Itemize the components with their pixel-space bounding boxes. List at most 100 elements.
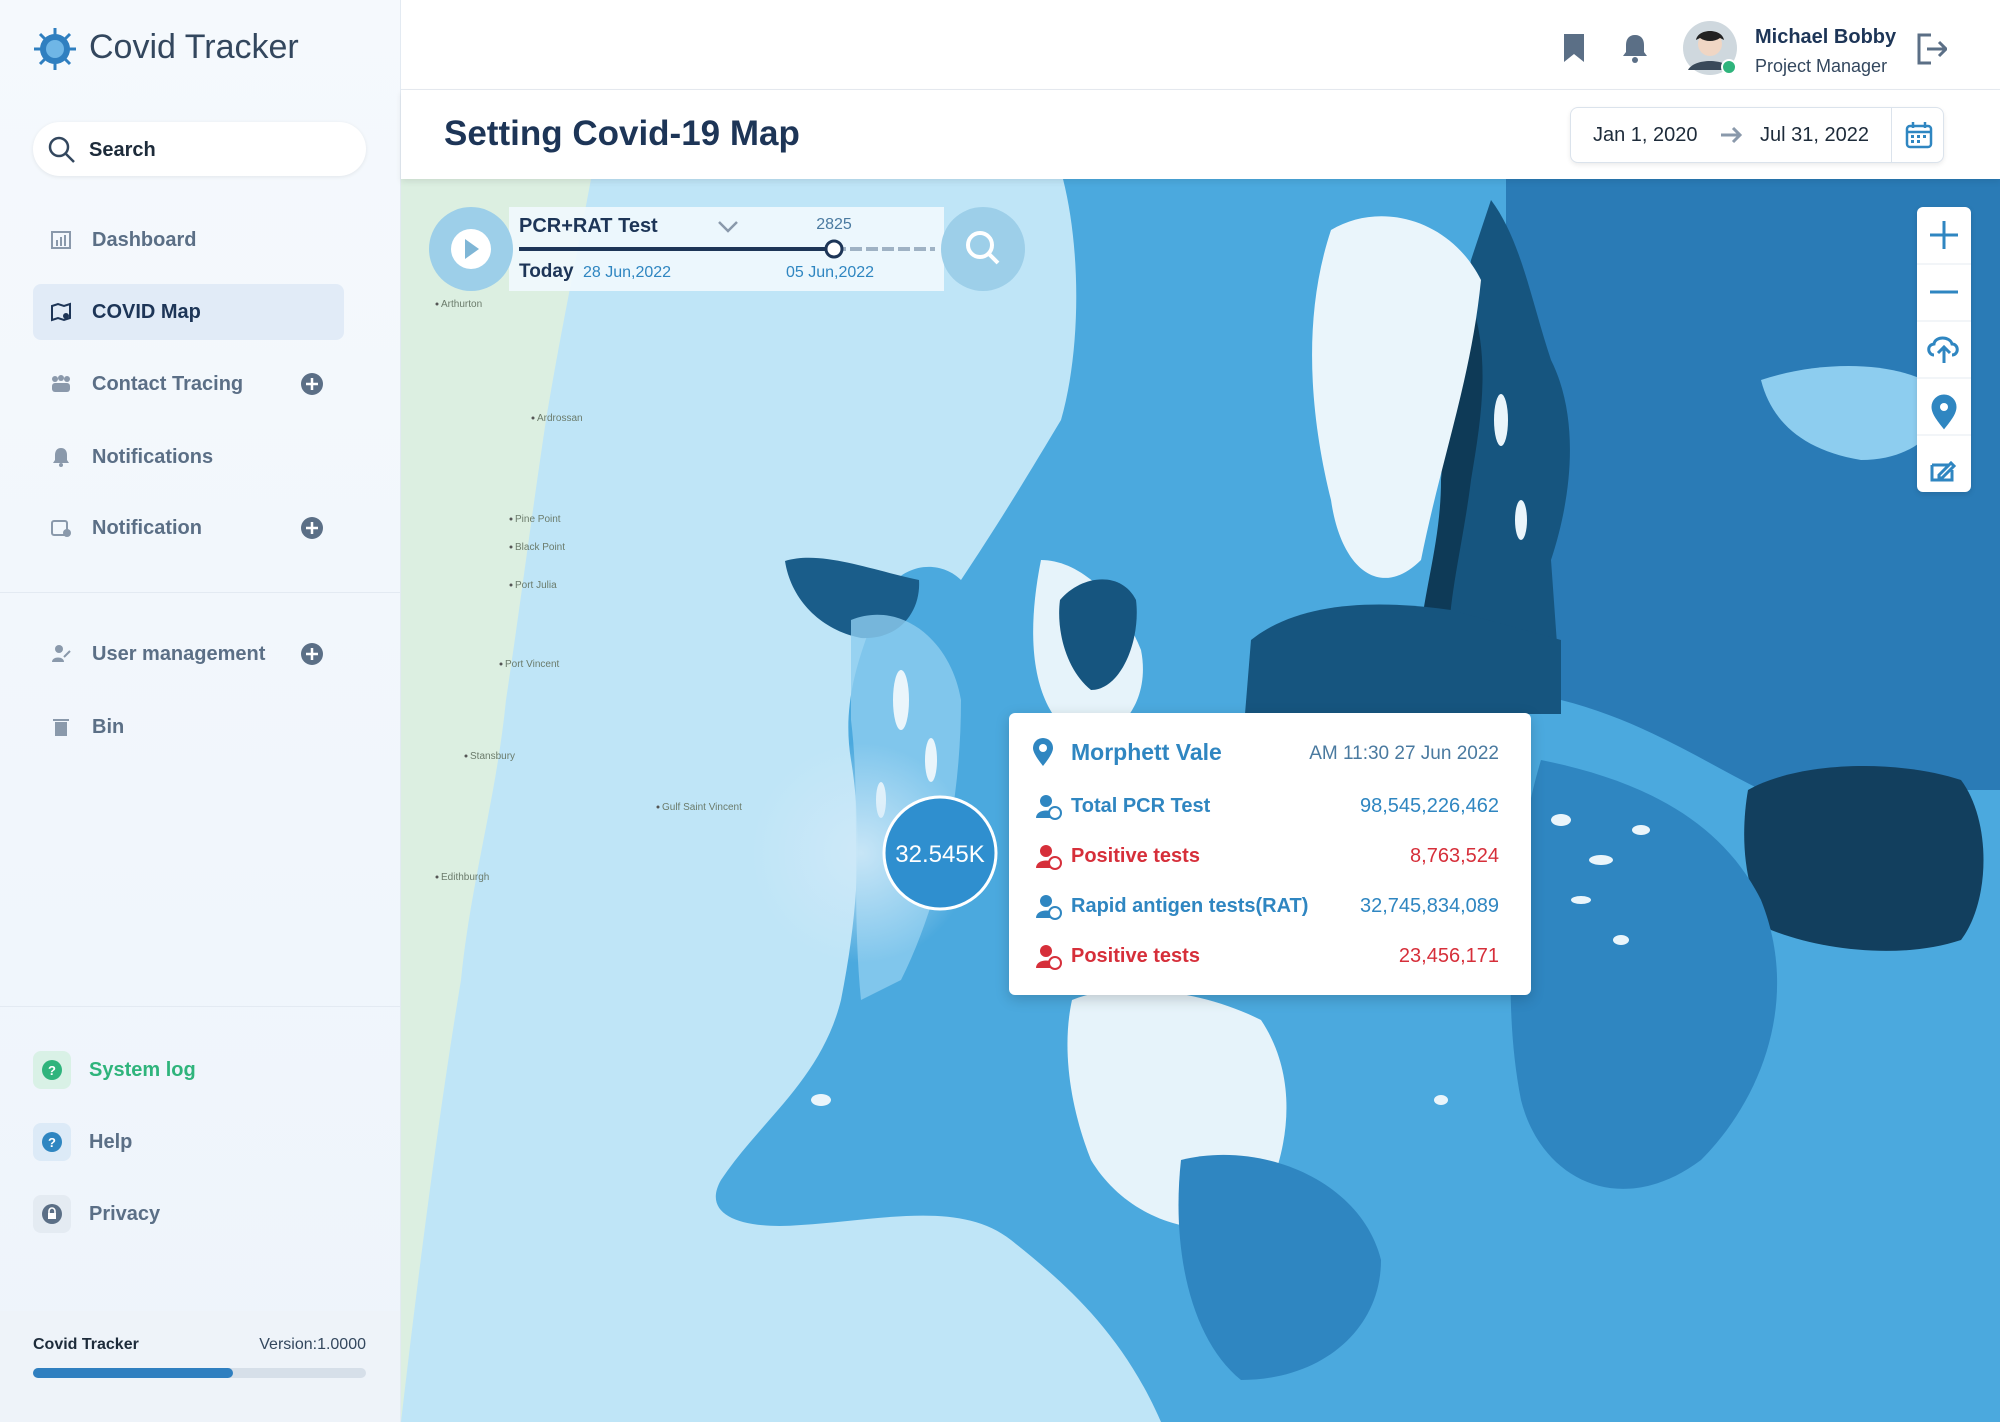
progress-track [33, 1368, 366, 1378]
sidebar-footer: Covid Tracker Version:1.0000 [0, 1311, 400, 1422]
nav-icon [53, 719, 69, 736]
nav-icon [53, 448, 69, 467]
support-label: Privacy [89, 1202, 161, 1225]
footer-version: Version:1.0000 [259, 1336, 366, 1353]
timeline-slider[interactable] [519, 239, 939, 259]
cluster-bubble[interactable] [882, 795, 998, 911]
nav-label: Bin [92, 715, 125, 738]
nav-label: Contact Tracing [92, 372, 244, 395]
row-value: 8,763,524 [1410, 845, 1499, 867]
current-date: 05 Jun,2022 [786, 264, 875, 281]
cluster-value: 32.545K [895, 841, 984, 868]
nav-item[interactable]: COVID Map [33, 284, 344, 340]
edit[interactable] [1930, 460, 1957, 482]
tooltip-time: AM 11:30 27 Jun 2022 [1309, 743, 1499, 764]
nav-item[interactable]: Notifications [33, 429, 344, 485]
nav-item[interactable]: Contact Tracing [33, 356, 344, 412]
region [1245, 604, 1561, 714]
calendar-button[interactable] [1891, 108, 1944, 162]
bookmark-icon[interactable] [1561, 32, 1587, 64]
row-icon [1035, 893, 1063, 926]
nav-item[interactable]: Dashboard [33, 212, 344, 268]
place-pin [1033, 738, 1053, 766]
upload[interactable] [1927, 336, 1959, 363]
place-label: Pine Point [515, 514, 561, 525]
add-button[interactable] [300, 372, 324, 396]
pin[interactable] [1931, 394, 1957, 430]
bubble-halo [751, 743, 971, 963]
map-controls [1917, 207, 1971, 492]
place-label: Edithburgh [441, 872, 489, 883]
title-bar: Setting Covid-19 Map Jan 1, 2020 Jul 31,… [401, 90, 2000, 179]
row-label: Positive tests [1071, 945, 1200, 967]
land-west [401, 179, 591, 1422]
tooltip-place: Morphett Vale [1071, 739, 1222, 765]
nav-label: Notification [92, 516, 202, 539]
place-dot [499, 662, 503, 666]
logout-icon[interactable] [1915, 32, 1947, 66]
brand-logo [34, 28, 76, 70]
nav-icon [52, 645, 71, 662]
place-label: Arthurton [441, 299, 482, 310]
play-button[interactable] [429, 207, 513, 291]
add-button[interactable] [300, 642, 324, 666]
place-dot [509, 583, 513, 587]
row-label: Positive tests [1071, 845, 1200, 867]
divider [0, 1006, 400, 1007]
nav-icon [51, 231, 71, 249]
region [1744, 766, 1984, 951]
date-range[interactable]: Jan 1, 2020 Jul 31, 2022 [1570, 107, 1944, 163]
nav-label: Dashboard [92, 228, 197, 251]
place-dot [509, 517, 513, 521]
support-label: System log [89, 1058, 196, 1081]
tooltip: Morphett Vale AM 11:30 27 Jun 2022 Total… [1009, 713, 1531, 995]
place-label: Gulf Saint Vincent [662, 802, 742, 813]
brand-name: Covid Tracker [89, 28, 299, 66]
add-button[interactable] [300, 516, 324, 540]
nav-icon [52, 375, 70, 392]
support-link[interactable]: Privacy [33, 1195, 160, 1233]
user-role: Project Manager [1755, 56, 1888, 76]
svg-text:?: ? [48, 1135, 56, 1150]
progress-fill [33, 1368, 233, 1378]
dropdown-chevron[interactable] [717, 219, 739, 235]
region [1418, 300, 1483, 690]
place-dot [435, 302, 439, 306]
support-icon [33, 1195, 71, 1233]
divider [0, 592, 400, 593]
nav-item[interactable]: Notification [33, 500, 344, 556]
top-header: Michael Bobby Project Manager [401, 0, 2000, 90]
sidebar: Covid Tracker Search Covid Tracker Versi… [0, 0, 401, 1422]
region [1506, 179, 2000, 790]
region [1312, 216, 1481, 578]
avatar[interactable] [1682, 20, 1742, 80]
bell-icon[interactable] [1621, 32, 1649, 64]
region [1761, 366, 1943, 460]
nav-icon [51, 520, 71, 537]
date-from: Jan 1, 2020 [1593, 124, 1698, 146]
place-label: Port Julia [515, 580, 557, 591]
footer-name: Covid Tracker [33, 1336, 139, 1353]
support-label: Help [89, 1130, 133, 1153]
row-icon [1035, 843, 1063, 876]
place-label: Stansbury [470, 751, 515, 762]
search-box[interactable]: Search [33, 122, 366, 176]
region [1059, 579, 1137, 690]
player-bar: PCR+RAT Test 2825 Today 28 Jun,2022 05 J… [429, 207, 1027, 291]
test-type[interactable]: PCR+RAT Test [519, 215, 658, 237]
support-link[interactable]: ? Help [33, 1123, 132, 1161]
map-search-button[interactable] [941, 207, 1025, 291]
arrow-icon [1721, 126, 1743, 144]
nav-label: Notifications [92, 445, 214, 468]
place-dot [464, 754, 468, 758]
place-dot [656, 805, 660, 809]
region [1178, 1154, 1381, 1380]
nav-item[interactable]: User management [33, 626, 344, 682]
support-link[interactable]: ? System log [33, 1051, 196, 1089]
nav-item[interactable]: Bin [33, 699, 344, 755]
nav-label: COVID Map [92, 300, 201, 323]
zoom-in[interactable] [1930, 221, 1958, 249]
start-date: 28 Jun,2022 [583, 264, 672, 281]
slider-value: 2825 [816, 216, 852, 233]
